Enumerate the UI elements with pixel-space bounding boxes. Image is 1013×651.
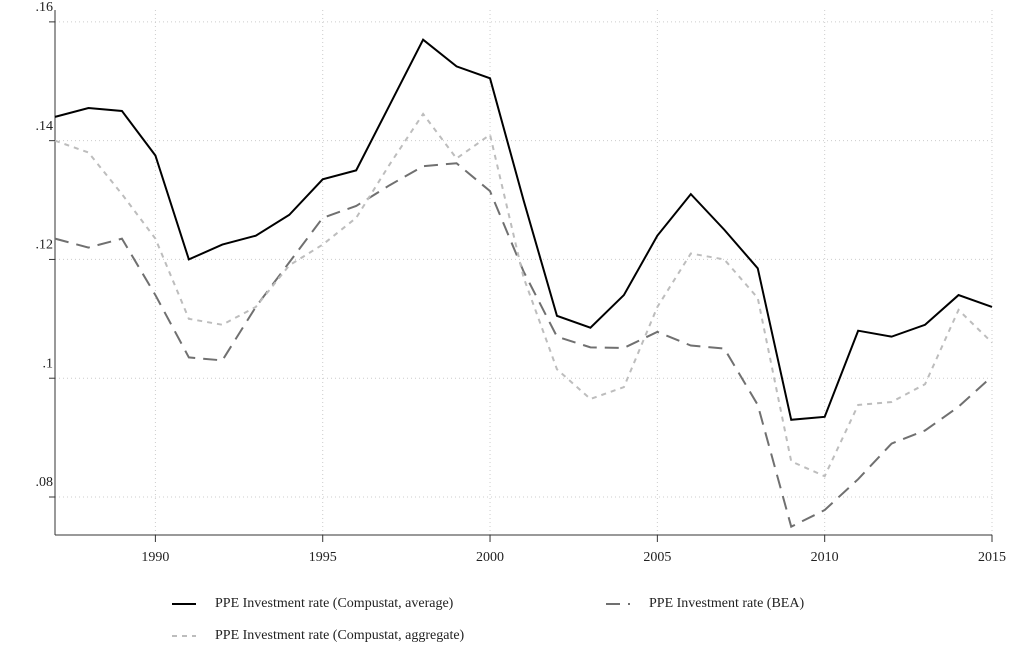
y-tick-label: .1 [43,356,54,371]
legend-label: PPE Investment rate (Compustat, aggregat… [215,628,465,643]
series-line [54,162,993,529]
x-tick-label: 1990 [141,550,169,565]
x-tick-label: 2015 [978,550,1006,565]
y-tick-label: .14 [36,119,54,134]
x-tick-label: 2000 [476,550,504,565]
y-tick-label: .08 [36,475,54,490]
legend-label: PPE Investment rate (BEA) [649,596,804,611]
y-tick-label: .12 [36,238,54,253]
y-tick-label: .16 [36,0,54,15]
series-line [54,38,993,421]
x-tick-label: 2005 [643,550,671,565]
legend-label: PPE Investment rate (Compustat, average) [215,596,454,611]
x-tick-label: 1995 [309,550,337,565]
series-line [54,112,993,478]
x-tick-label: 2010 [811,550,839,565]
